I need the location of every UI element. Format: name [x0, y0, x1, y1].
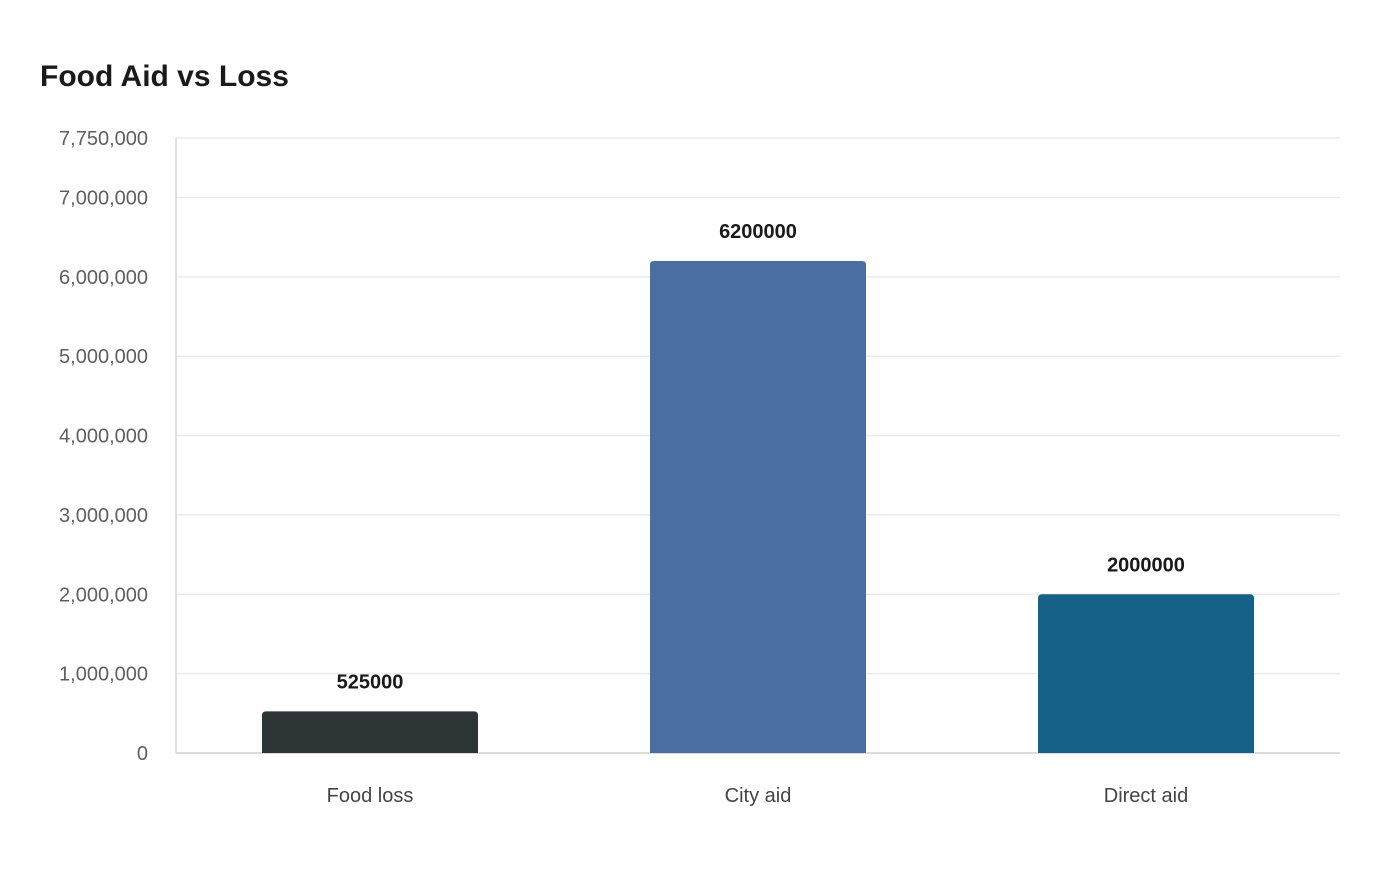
y-tick-label: 4,000,000: [59, 426, 148, 448]
chart-title: Food Aid vs Loss: [40, 60, 289, 93]
labels: 0 1,000,000 2,000,000 3,000,000 4,000,000 5,0…: [59, 128, 1188, 807]
bar-city-aid: [650, 261, 866, 753]
data-label: 525000: [337, 671, 404, 693]
x-tick-label: City aid: [725, 785, 792, 807]
y-tick-label: 3,000,000: [59, 505, 148, 527]
y-tick-label: 1,000,000: [59, 664, 148, 686]
y-tick-label: 6,000,000: [59, 267, 148, 289]
y-tick-label: 7,000,000: [59, 188, 148, 210]
data-label: 6200000: [719, 221, 797, 243]
y-tick-label: 0: [137, 743, 148, 765]
x-tick-label: Food loss: [327, 785, 414, 807]
x-tick-label: Direct aid: [1104, 785, 1188, 807]
y-tick-label: 2,000,000: [59, 584, 148, 606]
y-tick-label: 5,000,000: [59, 346, 148, 368]
bar-food-loss: [262, 711, 478, 753]
bar-direct-aid: [1038, 594, 1254, 753]
bars: [262, 261, 1254, 753]
y-tick-label: 7,750,000: [59, 128, 148, 150]
data-label: 2000000: [1107, 554, 1185, 576]
